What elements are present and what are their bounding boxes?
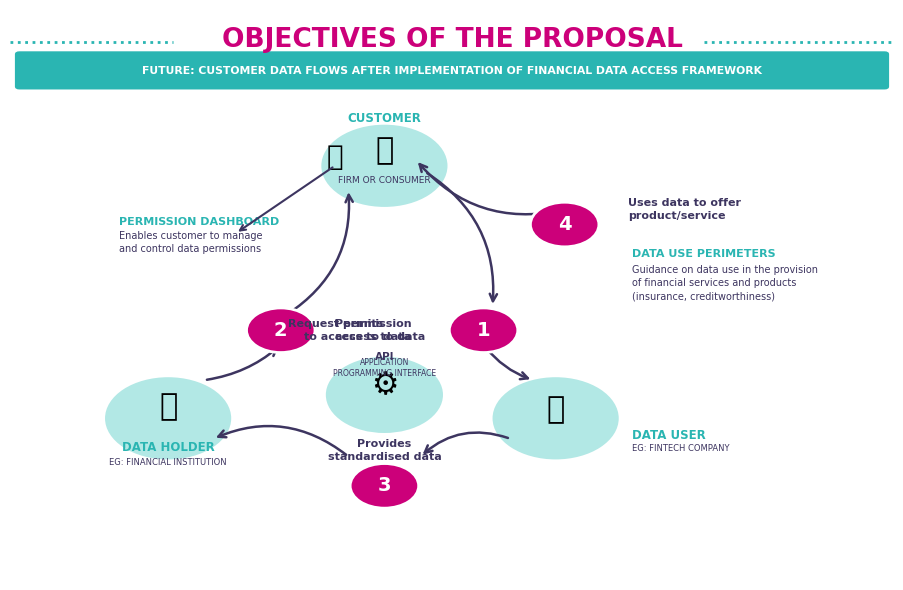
Text: ⚙: ⚙ — [370, 372, 397, 401]
Text: Permits
access to data: Permits access to data — [334, 319, 424, 342]
Text: 🌐: 🌐 — [546, 395, 564, 424]
Text: Request permission
to access to data: Request permission to access to data — [287, 319, 411, 342]
Circle shape — [449, 308, 517, 353]
FancyBboxPatch shape — [14, 51, 889, 90]
Text: FUTURE: CUSTOMER DATA FLOWS AFTER IMPLEMENTATION OF FINANCIAL DATA ACCESS FRAMEW: FUTURE: CUSTOMER DATA FLOWS AFTER IMPLEM… — [142, 65, 761, 76]
Text: EG: FINANCIAL INSTITUTION: EG: FINANCIAL INSTITUTION — [109, 458, 227, 467]
Text: CUSTOMER: CUSTOMER — [347, 112, 421, 125]
Text: 1: 1 — [476, 321, 489, 340]
Circle shape — [105, 377, 231, 460]
Text: Enables customer to manage
and control data permissions: Enables customer to manage and control d… — [118, 231, 262, 254]
Circle shape — [325, 357, 442, 433]
Circle shape — [492, 377, 618, 460]
Circle shape — [530, 202, 598, 247]
Text: 3: 3 — [377, 476, 391, 496]
Text: DATA USER: DATA USER — [631, 430, 705, 442]
Text: PERMISSION DASHBOARD: PERMISSION DASHBOARD — [118, 217, 278, 227]
Text: API: API — [374, 352, 394, 362]
Text: OBJECTIVES OF THE PROPOSAL: OBJECTIVES OF THE PROPOSAL — [221, 27, 682, 53]
Text: APPLICATION
PROGRAMMING INTERFACE: APPLICATION PROGRAMMING INTERFACE — [332, 358, 435, 378]
Text: 👥: 👥 — [375, 137, 393, 166]
Text: 🏢: 🏢 — [326, 143, 343, 171]
Text: 🏛: 🏛 — [159, 392, 177, 421]
Circle shape — [349, 464, 418, 508]
Circle shape — [247, 308, 314, 353]
Text: 2: 2 — [274, 321, 287, 340]
Text: FIRM OR CONSUMER: FIRM OR CONSUMER — [338, 176, 430, 185]
Text: DATA USE PERIMETERS: DATA USE PERIMETERS — [631, 249, 775, 259]
Text: Guidance on data use in the provision
of financial services and products
(insura: Guidance on data use in the provision of… — [631, 265, 817, 301]
Text: 4: 4 — [557, 215, 571, 234]
Text: Uses data to offer
product/service: Uses data to offer product/service — [627, 198, 740, 221]
Circle shape — [321, 124, 447, 207]
Text: EG: FINTECH COMPANY: EG: FINTECH COMPANY — [631, 444, 729, 453]
Text: Provides
standardised data: Provides standardised data — [327, 439, 441, 462]
Text: DATA HOLDER: DATA HOLDER — [122, 441, 214, 454]
